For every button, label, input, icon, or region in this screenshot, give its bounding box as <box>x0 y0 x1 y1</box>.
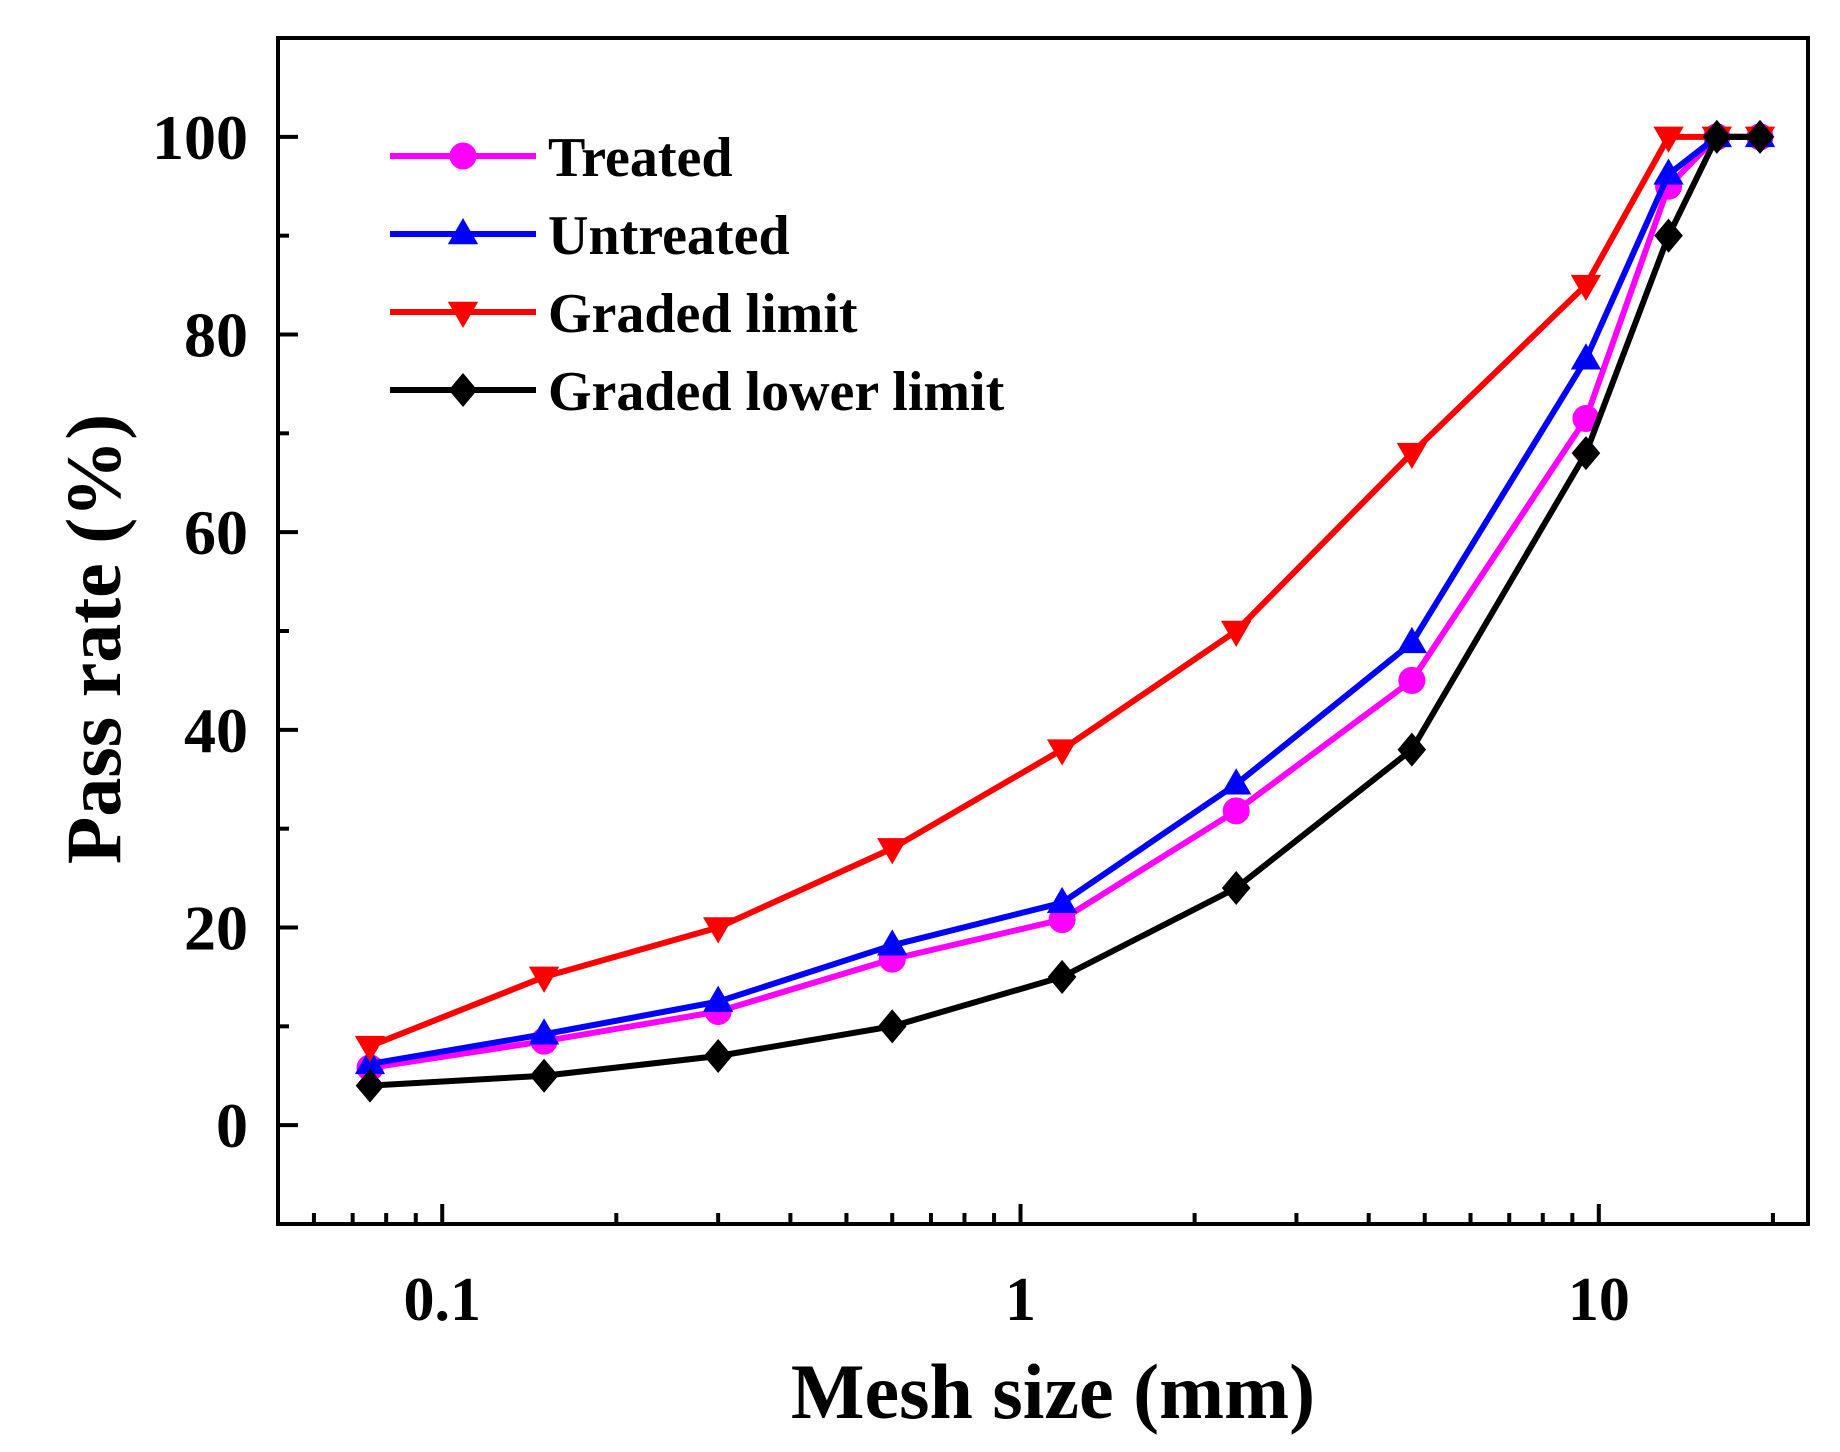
legend-item: Untreated <box>390 205 790 267</box>
data-point-diamond <box>703 1038 733 1074</box>
data-point-triangle-up <box>1570 343 1602 370</box>
data-point-triangle-down <box>877 838 908 865</box>
data-point-triangle-down <box>1396 442 1428 470</box>
x-tick-label: 10 <box>1568 1266 1630 1334</box>
data-point-diamond <box>1571 436 1601 471</box>
legend-item: Graded limit <box>390 283 858 345</box>
data-point-triangle-up <box>1396 626 1428 654</box>
data-point-circle <box>1222 797 1250 825</box>
legend-label: Graded lower limit <box>548 361 1005 423</box>
x-tick-label: 0.1 <box>403 1266 481 1334</box>
data-point-triangle-down <box>354 1035 386 1063</box>
y-tick-label: 60 <box>184 497 248 568</box>
data-point-triangle-up <box>1221 768 1252 795</box>
data-point-triangle-down <box>1570 274 1602 302</box>
data-point-diamond <box>1745 119 1775 154</box>
data-point-diamond <box>355 1068 385 1103</box>
data-point-triangle-up <box>1046 886 1078 914</box>
data-point-diamond <box>1702 119 1732 154</box>
data-point-diamond <box>448 372 478 408</box>
y-tick-label: 40 <box>184 695 248 766</box>
data-point-triangle-down <box>447 301 479 328</box>
data-point-diamond <box>1397 732 1427 767</box>
data-point-diamond <box>1221 870 1251 905</box>
data-point-circle <box>449 142 477 170</box>
y-tick-label: 20 <box>184 893 248 964</box>
data-point-triangle-up <box>528 1018 560 1045</box>
y-tick-label: 100 <box>152 102 248 173</box>
data-point-triangle-down <box>528 966 560 993</box>
x-tick-label: 1 <box>1005 1266 1036 1334</box>
y-tick-label: 80 <box>184 300 248 371</box>
data-point-diamond <box>529 1058 559 1093</box>
data-point-triangle-down <box>1221 620 1252 647</box>
data-point-diamond <box>877 1009 907 1044</box>
legend-label: Treated <box>548 127 733 189</box>
data-point-diamond <box>1654 218 1683 253</box>
data-point-triangle-up <box>877 929 908 956</box>
data-point-triangle-up <box>447 218 479 245</box>
y-tick-label: 0 <box>216 1090 248 1161</box>
legend: Treated Untreated Graded limit Graded lower… <box>390 127 1005 423</box>
data-point-diamond <box>1047 959 1077 994</box>
data-point-triangle-up <box>1653 158 1684 185</box>
y-axis-label: Pass rate (%) <box>50 414 137 865</box>
data-point-triangle-down <box>1046 739 1078 766</box>
data-point-triangle-down <box>702 917 734 944</box>
legend-item: Graded lower limit <box>390 361 1005 423</box>
data-point-triangle-down <box>1653 126 1684 153</box>
x-axis-label: Mesh size (mm) <box>791 1348 1315 1435</box>
legend-item: Treated <box>390 127 733 189</box>
legend-label: Graded limit <box>548 283 858 345</box>
series-line <box>369 133 1761 1089</box>
data-point-triangle-up <box>702 985 734 1012</box>
series-graded-lower-limit <box>355 119 1775 1103</box>
plot-marks <box>354 119 1776 1103</box>
legend-label: Untreated <box>548 205 790 267</box>
data-point-circle <box>1398 666 1426 694</box>
series-treated <box>356 123 1774 1082</box>
